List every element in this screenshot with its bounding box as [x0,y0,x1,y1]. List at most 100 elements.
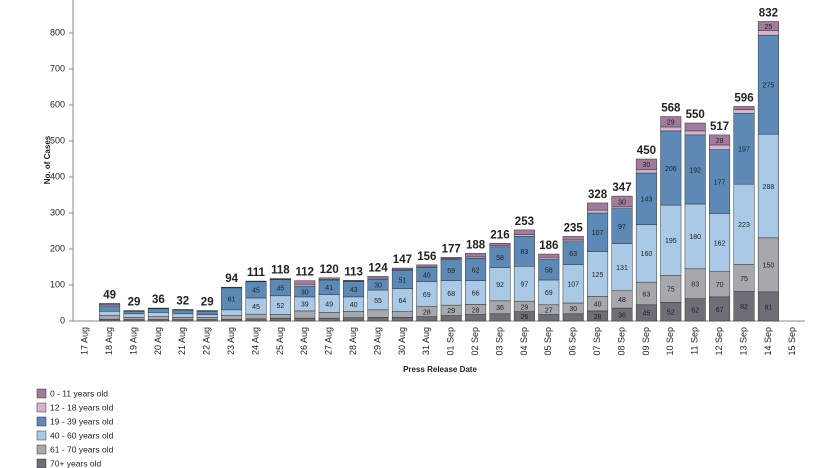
x-tick-label: 21 Aug [177,327,187,355]
y-tick-label: 600 [50,99,65,109]
bar-segment [489,313,511,322]
bar-segment [318,312,340,319]
total-label: 328 [588,189,608,201]
x-axis-title: Press Release Date [403,365,477,374]
bar-segment [538,314,560,322]
x-tick-label: 04 Sep [519,327,529,356]
total-label: 517 [710,121,729,133]
bar-segment [245,313,267,320]
legend-swatch [36,416,47,427]
x-tick-label: 20 Aug [153,327,163,355]
segment-label: 41 [325,285,333,292]
x-tick-label: 18 Aug [104,327,114,355]
segment-label: 69 [545,290,553,297]
bar-segment [587,209,609,214]
total-label: 29 [128,297,141,309]
x-tick-label: 25 Aug [275,327,285,355]
legend-swatch [36,430,47,441]
segment-label: 52 [277,303,285,310]
segment-label: 131 [616,265,628,272]
x-tick-label: 06 Sep [568,327,578,356]
y-tick-label: 700 [50,63,65,73]
segment-label: 206 [665,166,677,173]
bar-segment [684,122,706,132]
segment-label: 59 [447,268,455,275]
bar-segment [489,242,511,246]
x-tick-label: 10 Sep [665,327,675,356]
total-label: 120 [320,264,339,276]
segment-label: 107 [592,230,604,237]
bar-segment [733,106,755,110]
segment-label: 58 [545,267,553,274]
segment-label: 97 [618,224,626,231]
x-tick-label: 13 Sep [738,327,748,356]
bar-segment [757,21,779,31]
bar-segment [294,317,316,322]
bar-segment [196,317,218,320]
segment-label: 68 [447,291,455,298]
segment-label: 66 [472,290,480,297]
bar-segment [513,229,535,235]
x-tick-label: 12 Sep [714,327,724,356]
segment-label: 197 [738,147,750,154]
y-tick-label: 900 [50,0,65,1]
bar-segment [465,253,487,258]
segment-label: 125 [592,272,604,279]
segment-label: 223 [738,222,750,229]
total-label: 186 [539,240,558,252]
bar-segment [99,303,121,306]
segment-label: 58 [496,255,504,262]
segment-label: 28 [594,314,602,321]
segment-label: 55 [374,298,382,305]
bar-segment [172,309,194,315]
segment-label: 39 [301,302,309,309]
segment-label: 36 [618,312,626,319]
segment-label: 40 [350,302,358,309]
x-tick-label: 26 Aug [299,327,309,355]
total-label: 112 [296,267,315,279]
total-label: 568 [661,103,681,115]
segment-label: 150 [763,263,775,270]
segment-label: 195 [665,238,677,245]
x-tick-label: 03 Sep [494,327,504,356]
segment-label: 52 [667,309,675,316]
x-tick-label: 31 Aug [421,327,431,355]
total-label: 111 [247,267,266,279]
segment-label: 29 [447,308,455,315]
segment-label: 160 [641,251,653,258]
segment-label: 40 [594,302,602,309]
segment-label: 192 [689,167,701,174]
segment-label: 26 [521,314,529,321]
bar-segment [99,311,121,316]
bar-segment [513,234,535,237]
segment-label: 180 [689,234,701,241]
segment-label: 97 [521,282,529,289]
bar-segment [562,236,584,241]
segment-label: 83 [521,249,529,256]
bar-segment [367,276,389,279]
bar-segment [733,109,755,114]
segment-label: 143 [641,197,653,204]
total-label: 216 [490,229,509,241]
bar-segment [465,314,487,322]
y-tick-label: 500 [50,135,65,145]
bar-segment [99,305,121,312]
x-tick-label: 29 Aug [372,327,382,355]
bar-segment [172,313,194,318]
total-label: 550 [686,109,705,121]
bar-segment [318,277,340,280]
bar-segment [196,311,218,315]
bar-segment [709,134,731,146]
bar-segment [416,316,438,322]
y-tick-label: 400 [50,171,65,181]
legend-swatch [36,444,47,455]
segment-label: 29 [521,304,529,311]
y-tick-label: 300 [50,207,65,217]
bar-segment [123,311,145,315]
segment-label: 29 [667,120,675,127]
bar-segment [562,239,584,243]
bar-segment [635,169,657,174]
segment-label: 275 [763,83,775,90]
bar-segment [269,278,291,280]
